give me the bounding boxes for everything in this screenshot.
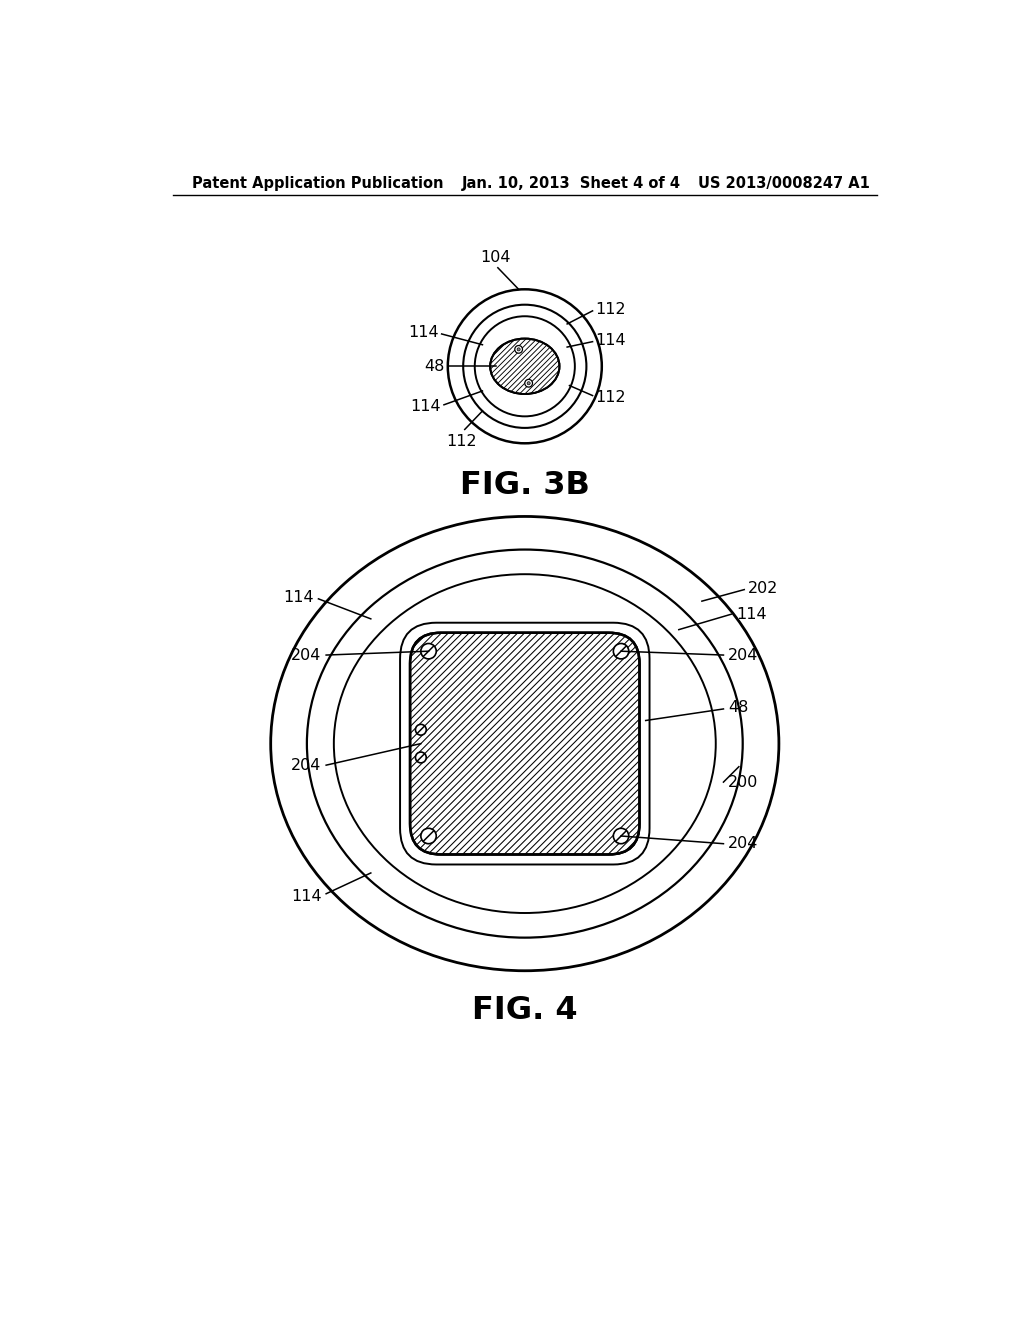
Text: 200: 200 bbox=[728, 775, 759, 789]
Text: 204: 204 bbox=[291, 648, 322, 663]
Text: US 2013/0008247 A1: US 2013/0008247 A1 bbox=[698, 176, 869, 190]
Circle shape bbox=[613, 644, 629, 659]
Text: 114: 114 bbox=[736, 607, 766, 622]
Text: 202: 202 bbox=[749, 581, 778, 595]
Text: 114: 114 bbox=[284, 590, 313, 605]
Ellipse shape bbox=[334, 574, 716, 913]
Text: Patent Application Publication: Patent Application Publication bbox=[193, 176, 443, 190]
Circle shape bbox=[517, 348, 520, 351]
FancyBboxPatch shape bbox=[410, 632, 640, 854]
Text: 114: 114 bbox=[291, 888, 322, 904]
Text: 114: 114 bbox=[411, 399, 441, 414]
Text: 204: 204 bbox=[728, 836, 759, 851]
Circle shape bbox=[515, 346, 522, 354]
Text: Jan. 10, 2013  Sheet 4 of 4: Jan. 10, 2013 Sheet 4 of 4 bbox=[462, 176, 681, 190]
FancyBboxPatch shape bbox=[400, 623, 649, 865]
Text: FIG. 4: FIG. 4 bbox=[472, 995, 578, 1026]
Circle shape bbox=[447, 289, 602, 444]
Text: 112: 112 bbox=[596, 389, 627, 405]
Circle shape bbox=[416, 725, 426, 735]
Circle shape bbox=[525, 379, 532, 387]
Circle shape bbox=[463, 305, 587, 428]
Text: 112: 112 bbox=[596, 302, 627, 317]
Text: 112: 112 bbox=[446, 434, 477, 449]
Circle shape bbox=[421, 644, 436, 659]
Ellipse shape bbox=[270, 516, 779, 970]
Ellipse shape bbox=[307, 549, 742, 937]
Circle shape bbox=[421, 829, 436, 843]
Circle shape bbox=[475, 317, 574, 416]
Circle shape bbox=[416, 752, 426, 763]
Text: 114: 114 bbox=[408, 325, 438, 341]
Circle shape bbox=[527, 381, 530, 385]
Text: 48: 48 bbox=[728, 700, 749, 715]
Text: 114: 114 bbox=[596, 334, 627, 348]
Text: 204: 204 bbox=[291, 758, 322, 772]
Circle shape bbox=[613, 829, 629, 843]
Text: 204: 204 bbox=[728, 648, 759, 663]
Text: FIG. 3B: FIG. 3B bbox=[460, 470, 590, 502]
Text: 48: 48 bbox=[424, 359, 444, 374]
Text: 104: 104 bbox=[480, 249, 511, 264]
Ellipse shape bbox=[490, 339, 559, 395]
